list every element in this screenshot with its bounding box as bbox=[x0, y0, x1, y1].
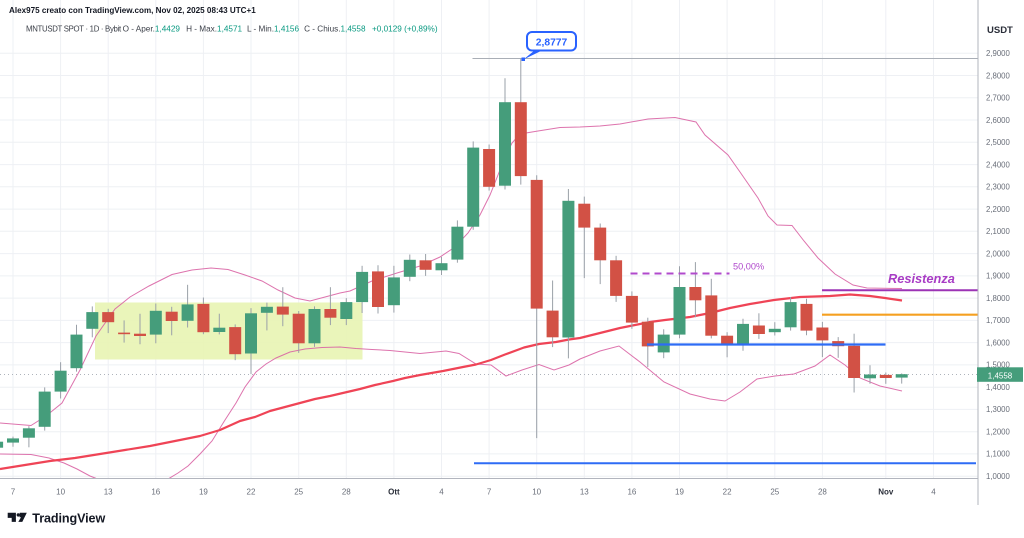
svg-text:Alex975 creato con TradingView: Alex975 creato con TradingView.com, Nov … bbox=[9, 6, 256, 15]
svg-text:2,8777: 2,8777 bbox=[536, 38, 568, 49]
svg-text:4: 4 bbox=[931, 488, 936, 497]
svg-text:25: 25 bbox=[770, 488, 779, 497]
svg-text:1,1000: 1,1000 bbox=[986, 450, 1011, 459]
svg-text:16: 16 bbox=[151, 488, 160, 497]
svg-text:H - Max.1,4571: H - Max.1,4571 bbox=[186, 25, 242, 34]
svg-text:Nov: Nov bbox=[878, 488, 894, 497]
svg-text:+0,0129 (+0,89%): +0,0129 (+0,89%) bbox=[372, 25, 438, 34]
svg-text:Ott: Ott bbox=[388, 488, 400, 497]
svg-text:25: 25 bbox=[294, 488, 303, 497]
svg-text:10: 10 bbox=[532, 488, 541, 497]
svg-text:1,4000: 1,4000 bbox=[986, 383, 1011, 392]
svg-text:L - Min.1,4156: L - Min.1,4156 bbox=[247, 25, 299, 34]
svg-text:1,8000: 1,8000 bbox=[986, 294, 1011, 303]
svg-text:1,6000: 1,6000 bbox=[986, 338, 1011, 347]
svg-text:28: 28 bbox=[342, 488, 351, 497]
svg-text:2,3000: 2,3000 bbox=[986, 183, 1011, 192]
svg-text:Resistenza: Resistenza bbox=[888, 271, 955, 286]
svg-text:2,0000: 2,0000 bbox=[986, 249, 1011, 258]
svg-text:28: 28 bbox=[818, 488, 827, 497]
svg-text:16: 16 bbox=[627, 488, 636, 497]
svg-text:MNTUSDT SPOT · 1D · Bybit: MNTUSDT SPOT · 1D · Bybit bbox=[26, 25, 122, 34]
svg-text:C - Chius.1,4558: C - Chius.1,4558 bbox=[304, 25, 366, 34]
svg-text:1,2000: 1,2000 bbox=[986, 428, 1011, 437]
svg-text:TradingView: TradingView bbox=[32, 511, 105, 525]
svg-text:2,5000: 2,5000 bbox=[986, 138, 1011, 147]
svg-text:1,0000: 1,0000 bbox=[986, 472, 1011, 481]
svg-text:50,00%: 50,00% bbox=[733, 262, 764, 272]
svg-text:7: 7 bbox=[487, 488, 492, 497]
svg-text:13: 13 bbox=[580, 488, 589, 497]
svg-text:2,7000: 2,7000 bbox=[986, 94, 1011, 103]
svg-text:10: 10 bbox=[56, 488, 65, 497]
svg-text:1,4558: 1,4558 bbox=[988, 371, 1013, 380]
svg-text:13: 13 bbox=[104, 488, 113, 497]
svg-text:7: 7 bbox=[11, 488, 16, 497]
svg-text:19: 19 bbox=[199, 488, 208, 497]
svg-text:2,1000: 2,1000 bbox=[986, 227, 1011, 236]
svg-text:2,4000: 2,4000 bbox=[986, 160, 1011, 169]
svg-text:2,9000: 2,9000 bbox=[986, 49, 1011, 58]
svg-text:1,7000: 1,7000 bbox=[986, 316, 1011, 325]
svg-text:1,3000: 1,3000 bbox=[986, 405, 1011, 414]
svg-text:2,2000: 2,2000 bbox=[986, 205, 1011, 214]
svg-text:22: 22 bbox=[247, 488, 256, 497]
svg-text:1,9000: 1,9000 bbox=[986, 272, 1011, 281]
svg-text:22: 22 bbox=[723, 488, 732, 497]
svg-text:2,6000: 2,6000 bbox=[986, 116, 1011, 125]
svg-text:2,8000: 2,8000 bbox=[986, 71, 1011, 80]
svg-text:USDT: USDT bbox=[987, 25, 1013, 36]
svg-text:19: 19 bbox=[675, 488, 684, 497]
svg-text:4: 4 bbox=[439, 488, 444, 497]
svg-text:O - Aper.1,4429: O - Aper.1,4429 bbox=[123, 25, 181, 34]
svg-text:1,5000: 1,5000 bbox=[986, 361, 1011, 370]
